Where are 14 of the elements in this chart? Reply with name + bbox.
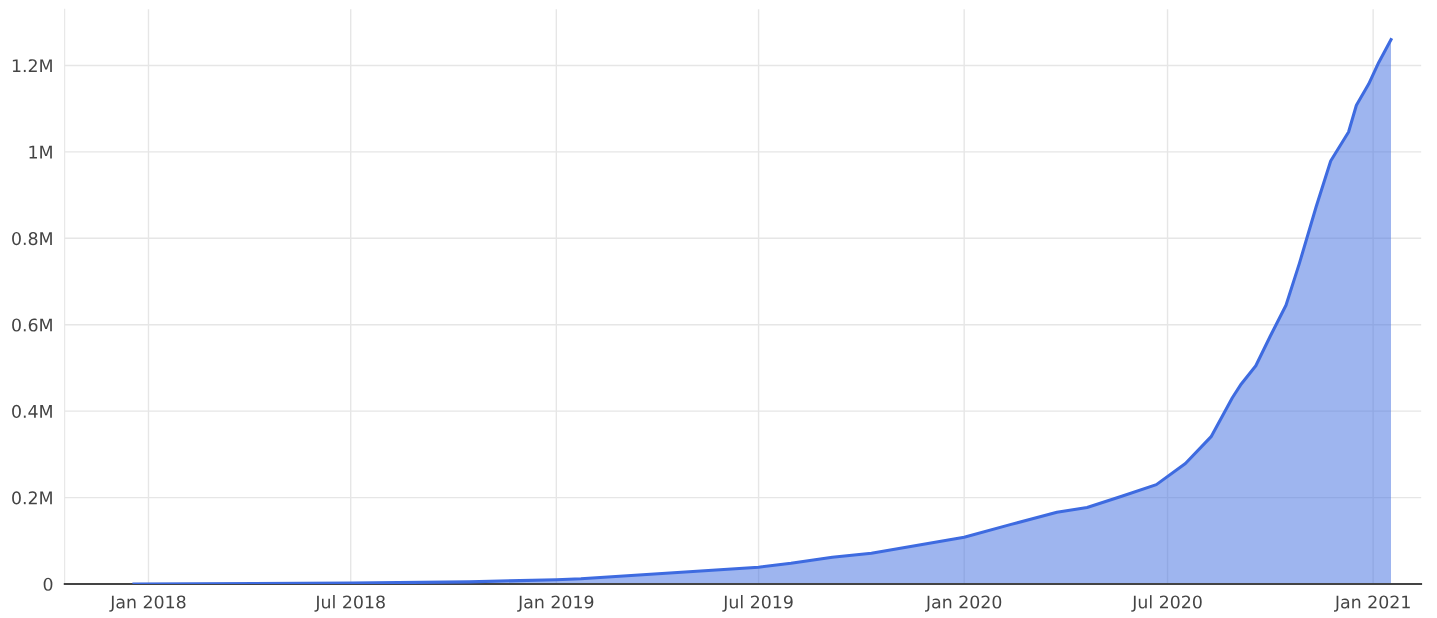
x-tick-label: Jan 2020 xyxy=(925,595,1002,612)
y-tick-label: 0.8M xyxy=(12,232,52,246)
y-tick-label: 0.2M xyxy=(12,491,52,505)
y-tick-label: 0.4M xyxy=(12,404,52,418)
x-tick-label: Jul 2020 xyxy=(1131,595,1202,612)
y-tick-label: 1.2M xyxy=(12,59,52,73)
y-tick-label: 0 xyxy=(43,577,53,591)
x-tick-label: Jul 2019 xyxy=(722,595,793,612)
y-tick-label: 1M xyxy=(29,145,52,159)
x-tick-label: Jan 2019 xyxy=(517,595,594,612)
x-tick-label: Jul 2018 xyxy=(314,595,385,612)
x-tick-label: Jan 2018 xyxy=(109,595,186,612)
x-tick-label: Jan 2021 xyxy=(1334,595,1410,612)
y-tick-label: 0.6M xyxy=(12,318,52,332)
